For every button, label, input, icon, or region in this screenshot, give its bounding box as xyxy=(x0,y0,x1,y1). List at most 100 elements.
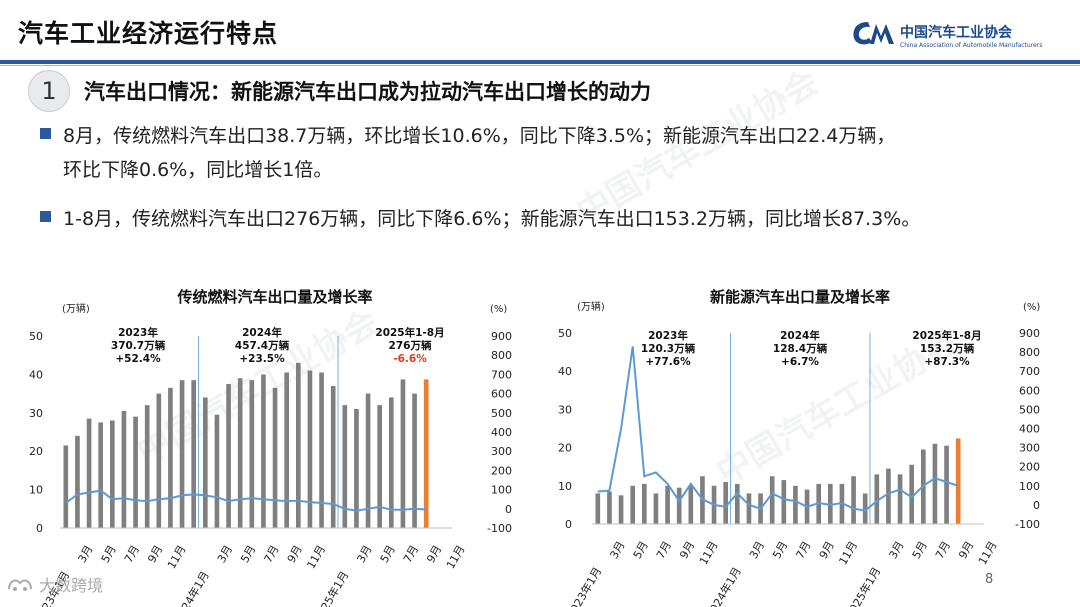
bar-current-month xyxy=(423,379,429,528)
bar xyxy=(769,476,775,524)
growth-rate-line xyxy=(597,346,959,512)
y-tick-label: 10 xyxy=(29,484,43,497)
y-tick-label: 50 xyxy=(558,327,572,340)
period-annotation: 2024年 xyxy=(780,329,820,342)
right-axis-unit: (%) xyxy=(1023,302,1040,313)
period-annotation: 2024年 xyxy=(242,326,282,339)
bar xyxy=(909,464,915,524)
bar-current-month xyxy=(955,438,961,524)
y2-tick-label: 900 xyxy=(1019,327,1040,340)
bar xyxy=(133,416,138,528)
bar xyxy=(897,474,903,524)
y-tick-label: 0 xyxy=(36,522,43,535)
y-tick-label: 40 xyxy=(29,368,43,381)
y2-tick-label: 200 xyxy=(1019,461,1040,474)
page-title: 汽车工业经济运行特点 xyxy=(18,19,279,48)
x-tick-label: 11月 xyxy=(836,539,860,567)
x-tick-label: 2024年1月 xyxy=(703,565,744,607)
left-axis-unit: (万辆) xyxy=(577,300,605,313)
bar xyxy=(932,443,938,524)
y-tick-label: 30 xyxy=(558,403,572,416)
x-tick-label: 7月 xyxy=(933,539,953,561)
bar xyxy=(144,405,150,528)
x-tick-label: 11月 xyxy=(304,543,328,571)
bar xyxy=(781,480,787,524)
period-annotation: -6.6% xyxy=(393,353,427,365)
x-tick-label: 7月 xyxy=(401,543,421,565)
y2-tick-label: 600 xyxy=(1019,384,1040,397)
bullet-jan-aug-line1: 1-8月，传统燃料汽车出口276万辆，同比下降6.6%；新能源汽车出口153.2… xyxy=(63,208,921,230)
x-tick-label: 7月 xyxy=(261,543,281,565)
y-tick-label: 30 xyxy=(29,407,43,420)
bar xyxy=(319,372,324,528)
caam-logo-icon xyxy=(853,22,894,45)
y2-tick-label: 400 xyxy=(491,426,512,439)
bar xyxy=(249,380,255,528)
bar xyxy=(607,491,612,524)
x-tick-label: 3月 xyxy=(886,539,906,561)
x-tick-label: 9月 xyxy=(424,543,444,565)
x-tick-label: 2025年1月 xyxy=(311,569,352,607)
period-annotation: 2025年1-8月 xyxy=(375,326,444,339)
y2-tick-label: 800 xyxy=(491,349,512,362)
x-tick-label: 3月 xyxy=(215,543,235,565)
y2-tick-label: 500 xyxy=(491,407,512,420)
bar xyxy=(886,468,891,524)
brand-watermark: 大数跨境 xyxy=(6,572,103,596)
x-tick-label: 3月 xyxy=(607,539,627,561)
logo-english-name: China Association of Automobile Manufact… xyxy=(900,42,1043,49)
y2-tick-label: 200 xyxy=(491,464,512,477)
bar xyxy=(734,483,740,524)
bar xyxy=(330,385,336,528)
page-number: 8 xyxy=(985,572,994,587)
bar xyxy=(202,397,208,528)
y2-tick-label: 0 xyxy=(505,503,512,516)
bar xyxy=(214,414,220,528)
bar xyxy=(75,435,80,528)
x-tick-label: 2025年1月 xyxy=(843,565,884,607)
bullet-jan-aug: 1-8月，传统燃料汽车出口276万辆，同比下降6.6%；新能源汽车出口153.2… xyxy=(40,204,920,231)
header-divider xyxy=(0,60,1080,64)
bar xyxy=(665,485,670,524)
bar xyxy=(630,485,636,524)
period-annotation: 370.7万辆 xyxy=(111,339,166,352)
section-number-badge: 1 xyxy=(28,70,70,112)
y-tick-label: 20 xyxy=(558,442,572,455)
x-tick-label: 11月 xyxy=(165,543,189,571)
period-annotation: 2023年 xyxy=(648,329,688,342)
bar xyxy=(400,379,406,528)
bar xyxy=(851,476,856,524)
bar xyxy=(98,422,104,528)
chart-title: 传统燃料汽车出口量及增长率 xyxy=(176,288,372,306)
bar xyxy=(862,493,868,524)
period-annotation: 128.4万辆 xyxy=(773,342,828,355)
x-tick-label: 3月 xyxy=(747,539,767,561)
y2-tick-label: 100 xyxy=(1019,480,1040,493)
bar xyxy=(944,445,949,524)
bar xyxy=(237,378,243,528)
bar xyxy=(261,374,266,528)
period-annotation: +77.6% xyxy=(645,356,691,368)
bar xyxy=(793,485,798,524)
y2-tick-label: 600 xyxy=(491,388,512,401)
x-tick-label: 2023年1月 xyxy=(564,565,605,607)
y2-tick-label: -100 xyxy=(487,522,512,535)
bar xyxy=(342,405,348,528)
x-tick-label: 9月 xyxy=(956,539,976,561)
period-annotation: 2025年1-8月 xyxy=(912,329,981,342)
right-axis-unit: (%) xyxy=(490,304,507,315)
period-annotation: +6.7% xyxy=(781,356,819,368)
y2-tick-label: -100 xyxy=(1015,518,1040,531)
logo-chinese-name: 中国汽车工业协会 xyxy=(900,25,1012,41)
x-tick-label: 7月 xyxy=(793,539,813,561)
x-tick-label: 11月 xyxy=(444,543,468,571)
bar xyxy=(63,445,69,528)
bar xyxy=(676,487,682,524)
y-tick-label: 50 xyxy=(29,330,43,343)
period-annotation: +23.5% xyxy=(239,353,285,365)
bar xyxy=(365,393,371,528)
bar xyxy=(641,483,647,524)
period-annotation: 457.4万辆 xyxy=(235,339,290,352)
bullet-august-line1: 8月，传统燃料汽车出口38.7万辆，环比增长10.6%，同比下降3.5%；新能源… xyxy=(63,125,896,147)
chart-nev-exports: 新能源汽车出口量及增长率 (万辆) (%) 0 10 20 30 40 50 -100 0 100 20… xyxy=(558,288,1040,607)
